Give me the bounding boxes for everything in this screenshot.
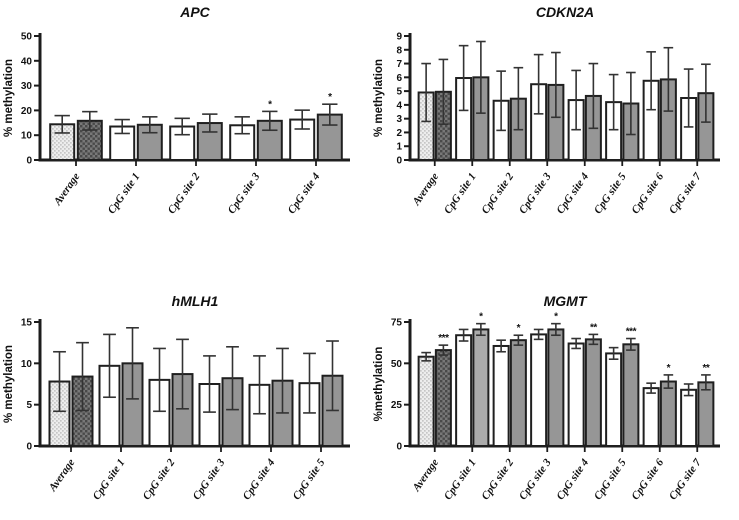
y-tick-label: 6: [396, 73, 402, 84]
bar-open: [417, 355, 435, 447]
bar-grey: [434, 349, 452, 447]
significance-marker: **: [702, 363, 709, 374]
x-category-label: CpG site 1: [106, 171, 143, 216]
x-category-label: CpG site 7: [667, 170, 704, 216]
y-tick-label: 50: [391, 359, 403, 370]
significance-marker: *: [667, 363, 671, 374]
y-tick-label: 2: [396, 128, 402, 139]
x-category-label: CpG site 4: [286, 170, 323, 216]
bar-open: [455, 334, 473, 447]
bar-grey: [509, 339, 527, 447]
x-category-label: CpG site 1: [442, 171, 479, 216]
y-tick-label: 40: [21, 56, 33, 67]
significance-marker: *: [479, 312, 483, 323]
x-category-label: CpG site 2: [141, 456, 178, 502]
significance-marker: *: [268, 99, 272, 110]
bar-open: [492, 344, 510, 447]
y-tick-label: 9: [396, 32, 402, 43]
chart-panel-bottom-left: hMLH1 % methylation 0 5 10 15 Average CpG site …: [0, 260, 370, 520]
y-tick-label: 0: [26, 156, 32, 167]
chart-title: MGMT: [544, 293, 588, 309]
x-category-label: CpG site 7: [667, 456, 704, 502]
bar-grey: [697, 381, 715, 447]
y-axis-label: % methylation: [373, 59, 385, 137]
y-tick-label: 15: [21, 318, 33, 329]
significance-marker: **: [590, 322, 597, 333]
x-category-label: CpG site 5: [291, 456, 328, 502]
bar-grey: [472, 328, 490, 447]
x-category-label: Average: [410, 171, 441, 209]
x-category-label: CpG site 4: [554, 170, 591, 216]
y-tick-label: 50: [21, 32, 33, 43]
x-category-label: CpG site 2: [166, 170, 203, 216]
y-tick-label: 3: [396, 114, 402, 125]
significance-marker: *: [554, 312, 558, 323]
significance-marker: *: [517, 323, 521, 334]
chart-panel-top-left: APC % methylation 0 10 20 30 40 50 Average CpG si…: [0, 0, 370, 260]
significance-marker: ***: [438, 333, 449, 344]
chart-hmlh1: hMLH1 % methylation 0 5 10 15 Average CpG site …: [3, 293, 350, 502]
bar-grey: [547, 328, 565, 447]
significance-marker: ***: [626, 327, 637, 338]
x-category-label: CpG site 3: [226, 170, 263, 216]
y-tick-label: 25: [391, 400, 403, 411]
x-category-label: CpG site 3: [517, 170, 554, 216]
x-category-label: CpG site 5: [592, 456, 629, 502]
x-category-label: CpG site 1: [91, 457, 128, 502]
bar-open: [642, 387, 660, 447]
x-category-label: CpG site 5: [592, 170, 629, 216]
chart-title: APC: [179, 4, 210, 20]
y-tick-label: 10: [21, 359, 33, 370]
y-tick-label: 5: [396, 87, 402, 98]
y-tick-label: 0: [26, 442, 32, 453]
x-category-label: CpG site 4: [241, 456, 278, 502]
x-category-label: CpG site 2: [479, 456, 516, 502]
y-tick-label: 8: [396, 45, 402, 56]
y-tick-label: 0: [396, 156, 402, 167]
y-tick-label: 75: [391, 318, 403, 329]
chart-title: CDKN2A: [536, 4, 594, 20]
x-category-label: Average: [410, 457, 441, 495]
y-tick-label: 4: [396, 100, 402, 111]
x-category-label: CpG site 3: [191, 456, 228, 502]
bar-open: [567, 342, 585, 447]
bar-grey: [584, 338, 602, 447]
x-category-label: CpG site 4: [554, 456, 591, 502]
y-tick-label: 30: [21, 81, 33, 92]
chart-panel-bottom-right: MGMT %methylation 0 25 50 75 *** Average * CpG si…: [370, 260, 739, 520]
chart-title: hMLH1: [172, 293, 219, 309]
y-axis-label: % methylation: [3, 345, 15, 423]
significance-marker: *: [328, 92, 332, 103]
x-category-label: CpG site 6: [629, 170, 666, 216]
y-tick-label: 5: [26, 400, 32, 411]
bar-open: [605, 352, 623, 447]
bar-grey: [622, 343, 640, 447]
x-category-label: Average: [46, 457, 77, 495]
y-tick-label: 10: [21, 131, 33, 142]
chart-panel-top-right: CDKN2A% methylation 0 1 2 3 4 5 6 7 8 9 Average CpG …: [370, 0, 739, 260]
y-tick-label: 20: [21, 106, 33, 117]
y-axis-label: %methylation: [373, 347, 385, 422]
x-category-label: CpG site 1: [442, 457, 479, 502]
y-tick-label: 1: [396, 142, 402, 153]
x-category-label: CpG site 6: [629, 456, 666, 502]
x-category-label: CpG site 2: [479, 170, 516, 216]
y-tick-label: 7: [396, 59, 402, 70]
bar-grey: [659, 380, 677, 447]
chart-apc: APC % methylation 0 10 20 30 40 50 Average CpG si…: [3, 4, 350, 216]
y-tick-label: 0: [396, 442, 402, 453]
y-axis-label: % methylation: [3, 59, 15, 137]
x-category-label: Average: [51, 171, 82, 209]
bar-open: [680, 388, 698, 447]
x-category-label: CpG site 3: [517, 456, 554, 502]
bar-open: [530, 333, 548, 447]
